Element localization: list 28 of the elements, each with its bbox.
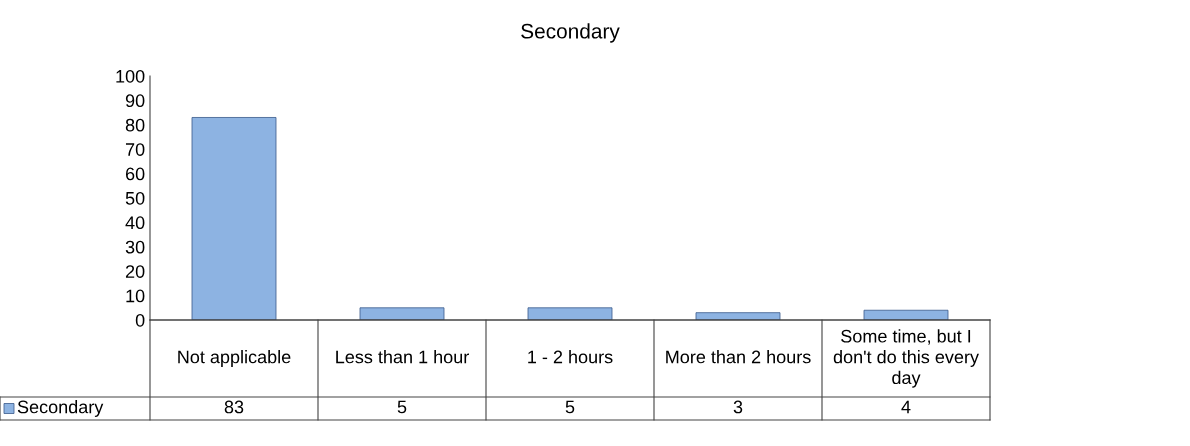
x-tick-label: 1 - 2 hours (528, 350, 613, 364)
legend-label: Secondary (17, 400, 104, 417)
y-tick-label: 100 (116, 69, 145, 83)
y-tick-label: 40 (125, 216, 145, 230)
y-tick-label: 70 (125, 143, 145, 156)
bar (527, 307, 613, 320)
x-tick-label: Some time, but I don't do this every day (833, 329, 979, 388)
bar (863, 309, 949, 320)
y-tick-label: 50 (125, 191, 145, 205)
y-tick-label: 20 (125, 265, 145, 278)
x-tick-label: Less than 1 hour (336, 350, 469, 364)
bar (191, 117, 277, 320)
data-label: 4 (901, 400, 911, 414)
chart-title: Secondary (521, 23, 620, 43)
bar (359, 307, 445, 320)
y-tick-label: 90 (125, 94, 145, 108)
data-label: 5 (565, 400, 575, 414)
data-label: 3 (733, 400, 743, 414)
y-tick-label: 60 (125, 167, 145, 181)
bar (695, 312, 781, 320)
data-label: 5 (397, 400, 407, 414)
y-tick-label: 10 (126, 289, 145, 303)
y-tick-label: 30 (125, 240, 145, 254)
data-label: 83 (224, 400, 244, 414)
y-tick-label: 0 (135, 313, 145, 327)
y-tick-label: 80 (125, 118, 145, 132)
x-tick-label: Not applicable (178, 350, 291, 367)
x-tick-label: More than 2 hours (666, 350, 811, 364)
